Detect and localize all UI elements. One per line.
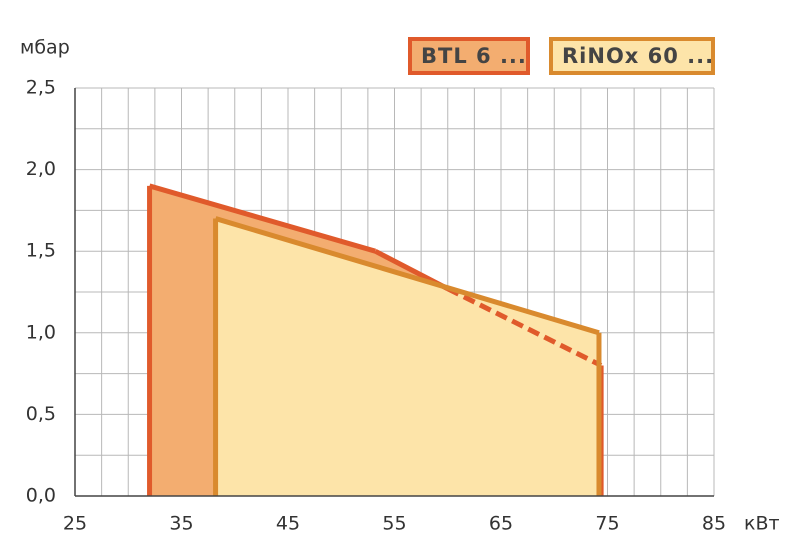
y-tick-label: 0,5 <box>26 403 56 425</box>
y-axis-label: мбар <box>20 37 70 59</box>
area-fill <box>215 218 599 496</box>
x-tick-label: 55 <box>382 513 406 535</box>
x-tick-label: 85 <box>702 513 726 535</box>
area-outline <box>148 183 377 254</box>
legend-box <box>408 37 530 75</box>
area-outline <box>446 286 603 368</box>
legend-box <box>549 37 715 75</box>
y-tick-label: 0,0 <box>26 485 56 507</box>
y-tick-label: 1,5 <box>26 240 56 262</box>
x-tick-label: 25 <box>63 513 87 535</box>
x-tick-label: 75 <box>595 513 619 535</box>
legend-label: RiNOx 60 ... <box>562 44 714 68</box>
x-axis-label: кВт <box>744 513 780 535</box>
x-tick-label: 45 <box>276 513 300 535</box>
x-tick-label: 35 <box>169 513 193 535</box>
y-tick-label: 2,0 <box>26 158 56 180</box>
y-tick-label: 2,5 <box>26 77 56 99</box>
y-tick-label: 1,0 <box>26 321 56 343</box>
x-tick-label: 65 <box>489 513 513 535</box>
legend-label: BTL 6 ... <box>421 44 527 68</box>
area-outline <box>214 216 600 336</box>
